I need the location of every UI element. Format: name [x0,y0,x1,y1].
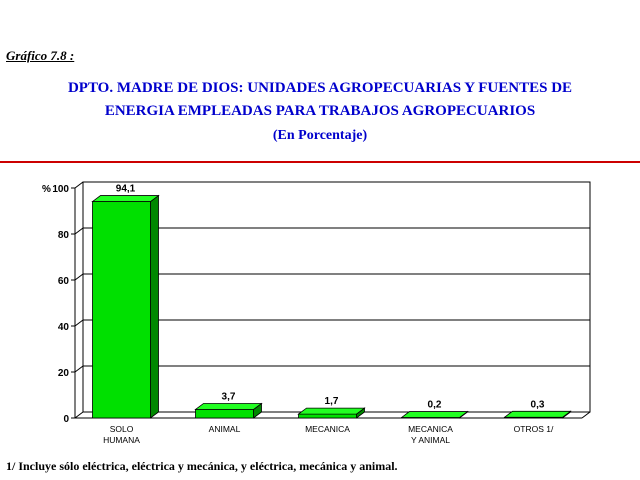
y-axis-label: % [42,184,51,195]
divider-rule [0,161,640,163]
y-tick-label: 40 [58,322,70,333]
data-label: 3,7 [222,391,236,402]
data-label: 1,7 [325,396,339,407]
chart-title-line2: ENERGIA EMPLEADAS PARA TRABAJOS AGROPECU… [104,103,536,119]
bar-top [194,403,263,410]
y-tick-label: 20 [58,368,70,379]
bar-side [150,194,159,419]
category-label: Y ANIMAL [411,435,450,445]
figure-label: Gráfico 7.8 : [6,48,75,63]
bar [195,409,254,419]
data-label: 0,2 [428,400,442,411]
category-label: MECANICA [305,424,350,434]
chart-subtitle: (En Porcentaje) [272,128,368,143]
y-tick-depth [74,227,84,235]
y-tick-label: 60 [58,276,70,287]
y-tick-depth [74,273,84,281]
y-tick-depth [74,181,84,189]
category-label: ANIMAL [209,424,241,434]
bar-top [91,195,160,202]
y-tick-label: 100 [52,184,69,195]
bar-top [400,411,469,418]
y-tick-depth [74,365,84,373]
category-label: OTROS 1/ [514,424,554,434]
category-label: SOLO [110,424,134,434]
data-label: 0,3 [531,399,545,410]
data-label: 94,1 [116,184,136,195]
bar-top [503,410,572,418]
plot-area [82,181,591,413]
y-tick-depth [74,319,84,327]
y-tick-label: 80 [58,230,70,241]
y-tick-label: 0 [63,414,69,425]
category-label: MECANICA [408,424,453,434]
chart-title-line1: DPTO. MADRE DE DIOS: UNIDADES AGROPECUAR… [67,80,573,96]
bar-top [297,407,366,415]
y-tick-depth [74,411,84,419]
category-label: HUMANA [103,435,140,445]
x-axis-depth [581,411,591,419]
bar [298,413,357,419]
bar [92,201,151,419]
footnote: 1/ Incluye sólo eléctrica, eléctrica y m… [6,459,398,473]
